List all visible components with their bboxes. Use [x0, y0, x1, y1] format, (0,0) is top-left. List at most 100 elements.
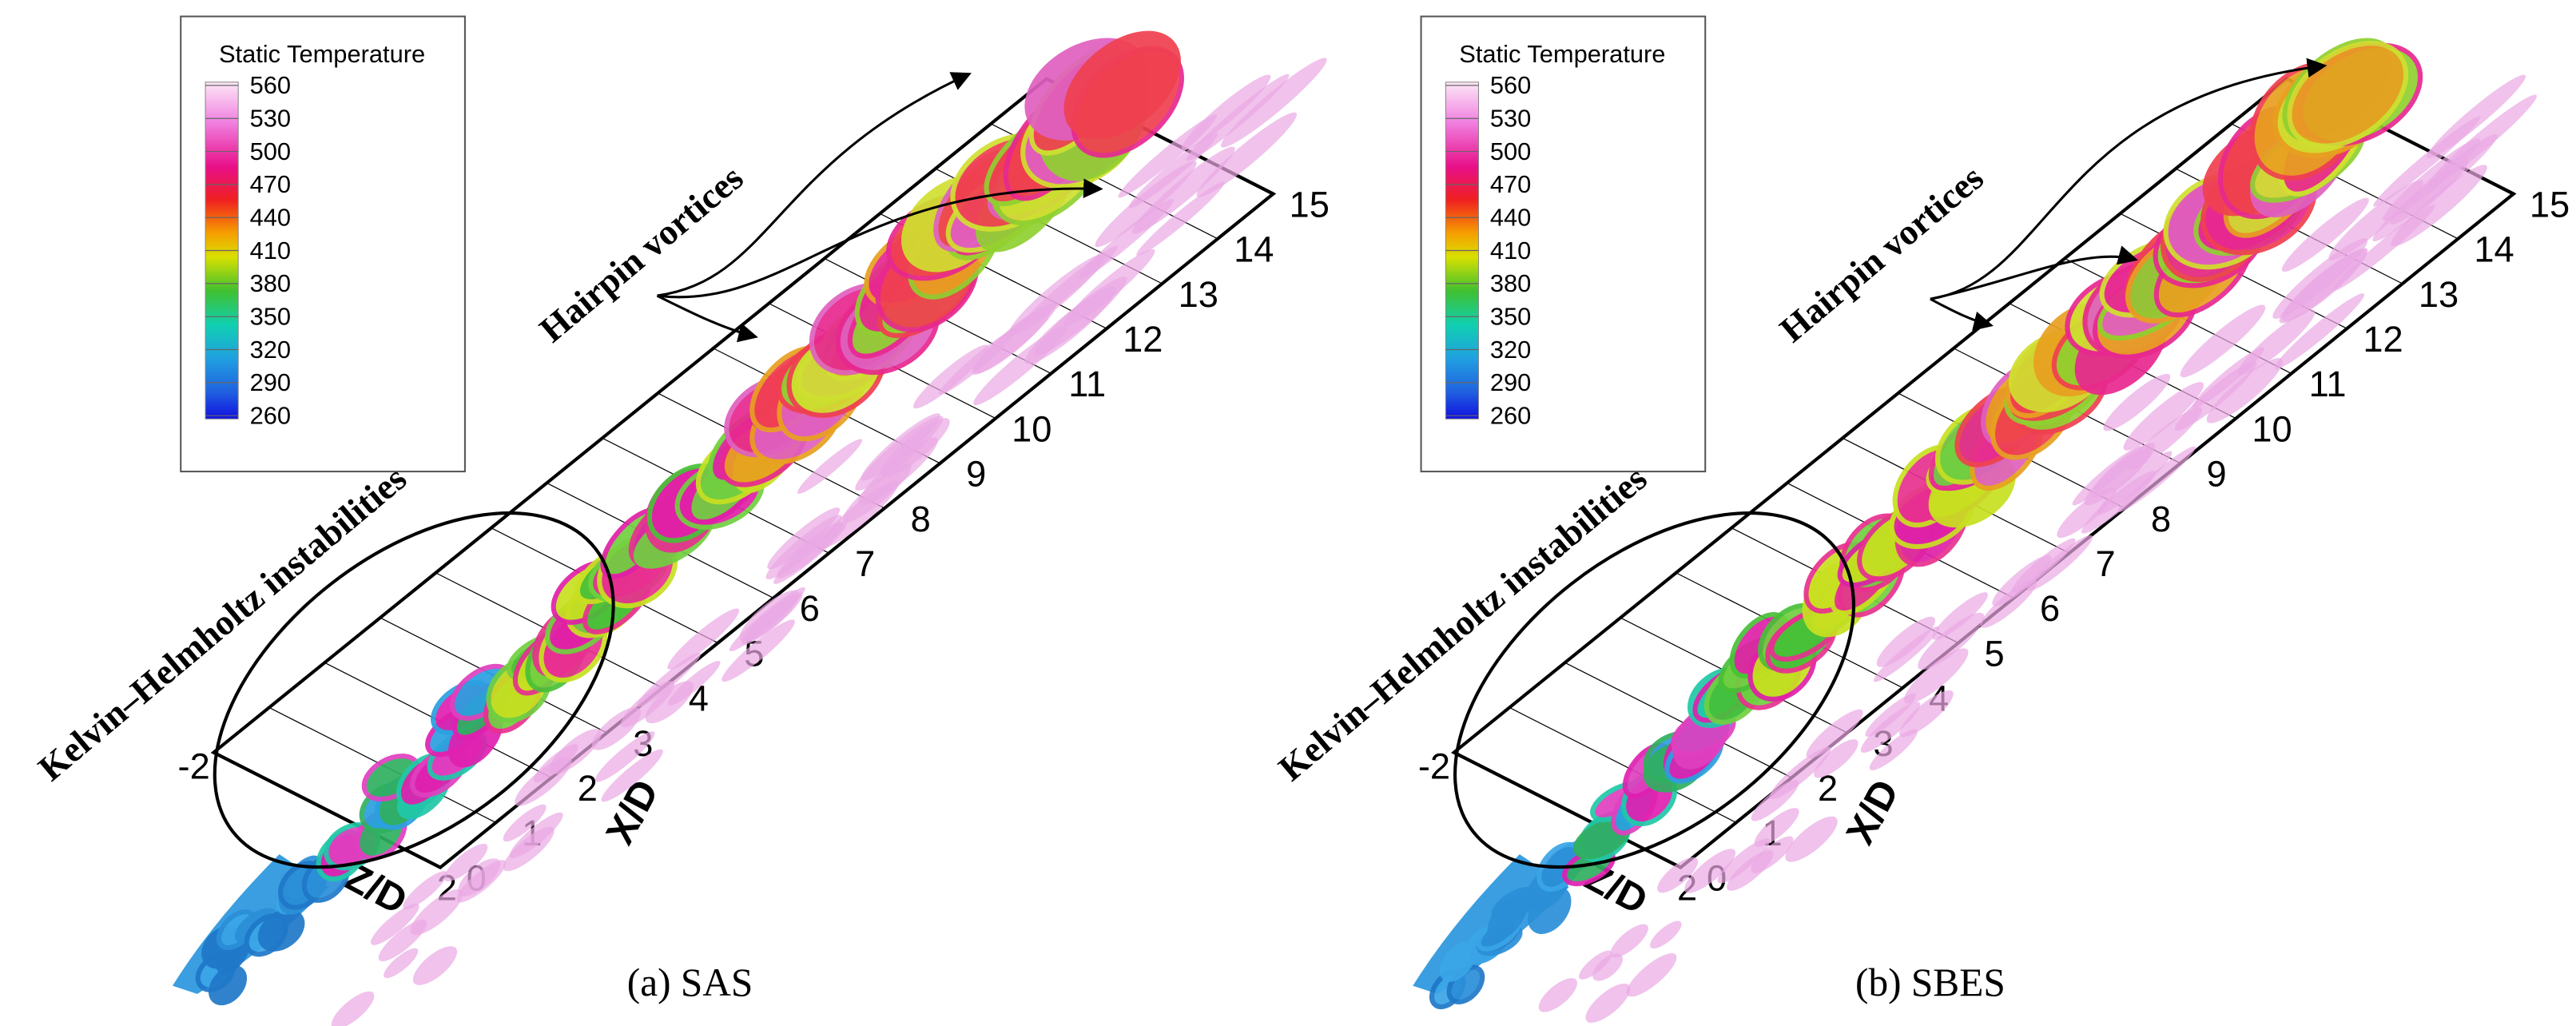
streak — [1592, 953, 1624, 981]
streak — [729, 587, 805, 652]
caption: (b) SBES — [1855, 960, 2006, 1004]
legend-label: 380 — [250, 269, 291, 297]
annotation-arrow — [1930, 297, 1994, 331]
streak — [1980, 579, 2037, 628]
x-tick-label: 6 — [2040, 588, 2060, 629]
legend-label: 290 — [250, 368, 291, 396]
streak — [2103, 373, 2171, 431]
x-tick-label: 7 — [2096, 543, 2116, 584]
streak — [1814, 739, 1858, 778]
x-tick-label: 9 — [2206, 454, 2226, 495]
legend-label: 500 — [250, 137, 291, 165]
annotation: Kelvin–Helmholtz instabilities — [1271, 458, 1655, 789]
streak — [842, 463, 912, 523]
annotation: Kelvin–Helmholtz instabilities — [30, 458, 414, 789]
x-tick-label: 8 — [911, 499, 931, 539]
annotation-arrow — [1930, 245, 2138, 300]
annotation-arrow — [656, 294, 758, 343]
legend-label: 320 — [250, 336, 291, 364]
panel: 0123456789101112131415-22X/DZ/DKelvin–He… — [30, 15, 1330, 1026]
streak — [2117, 446, 2196, 512]
kh-outline — [213, 511, 615, 869]
streak — [1657, 857, 1699, 893]
streak — [1806, 709, 1863, 758]
kh-outline — [1453, 511, 1856, 869]
legend-label: 350 — [1490, 302, 1531, 330]
streak — [881, 418, 950, 478]
streak — [2175, 361, 2257, 431]
legend-label: 350 — [250, 302, 291, 330]
annotation: Hairpin vortices — [532, 157, 751, 350]
streak — [1754, 808, 1799, 847]
streak — [331, 991, 375, 1026]
x-tick-label: 14 — [1234, 229, 1274, 270]
streak — [371, 903, 419, 945]
legend-label: 500 — [1490, 137, 1531, 165]
streak — [1626, 952, 1677, 997]
streak — [1898, 690, 1954, 738]
streak — [2391, 165, 2487, 247]
streak — [1196, 112, 1298, 197]
legend-label: 560 — [1490, 71, 1531, 99]
annotation-arrow — [657, 178, 1103, 299]
x-tick-label: 2 — [578, 768, 598, 809]
streak — [412, 946, 458, 985]
legend-label: 440 — [250, 204, 291, 232]
vortex-ring — [1063, 30, 1181, 139]
vortex-ring — [209, 964, 248, 1006]
grid-line — [1509, 706, 1737, 823]
x-tick-label: 9 — [966, 454, 986, 495]
x-tick-label: 15 — [1290, 184, 1330, 225]
streak — [503, 804, 547, 842]
x-tick-label: 7 — [855, 543, 875, 584]
streak — [456, 860, 507, 903]
legend-label: 410 — [250, 237, 291, 264]
streak — [403, 871, 447, 909]
streak — [1785, 816, 1838, 862]
streak — [2123, 382, 2204, 451]
x-tick-label: 14 — [2474, 229, 2514, 270]
grid-line — [1564, 662, 1792, 778]
x-axis-label: X/D — [1838, 773, 1907, 851]
x-tick-label: 10 — [1012, 408, 1051, 449]
streak — [2026, 535, 2093, 591]
legend-label: 260 — [1490, 401, 1531, 429]
legend-label: 530 — [250, 105, 291, 133]
caption: (a) SAS — [627, 960, 753, 1004]
vortex-ring — [257, 909, 305, 952]
streak — [1610, 924, 1648, 958]
panel: 0123456789101112131415-22X/DZ/DKelvin–He… — [1271, 15, 2570, 1023]
z-tick-label: -2 — [178, 746, 210, 787]
streak — [2238, 309, 2316, 376]
x-tick-label: 12 — [1123, 319, 1163, 360]
streak — [2180, 304, 2266, 378]
streak — [1717, 838, 1770, 884]
z-tick-label: -2 — [1418, 746, 1450, 787]
annotation: Hairpin vortices — [1772, 157, 1991, 350]
streak — [1869, 729, 1918, 770]
streak — [509, 812, 563, 858]
streak — [1181, 74, 1271, 150]
x-tick-label: 10 — [2252, 408, 2292, 449]
streak — [410, 889, 463, 936]
streak — [1932, 592, 1988, 640]
legend-label: 560 — [250, 71, 291, 99]
streak — [1903, 648, 1969, 704]
legend-label: 290 — [1490, 368, 1531, 396]
streak — [2272, 238, 2368, 319]
streak — [1136, 181, 1225, 256]
legend-label: 410 — [1490, 237, 1531, 264]
legend-label: 470 — [250, 170, 291, 198]
streak — [533, 744, 578, 783]
grid-line — [213, 750, 442, 869]
streak — [1221, 58, 1327, 148]
streak — [2274, 293, 2364, 369]
streak — [1650, 921, 1682, 949]
streak — [2281, 197, 2369, 272]
legend-label: 440 — [1490, 204, 1531, 232]
x-tick-label: 13 — [1179, 274, 1218, 315]
streak — [2097, 451, 2173, 515]
legend-label: 530 — [1490, 105, 1531, 133]
